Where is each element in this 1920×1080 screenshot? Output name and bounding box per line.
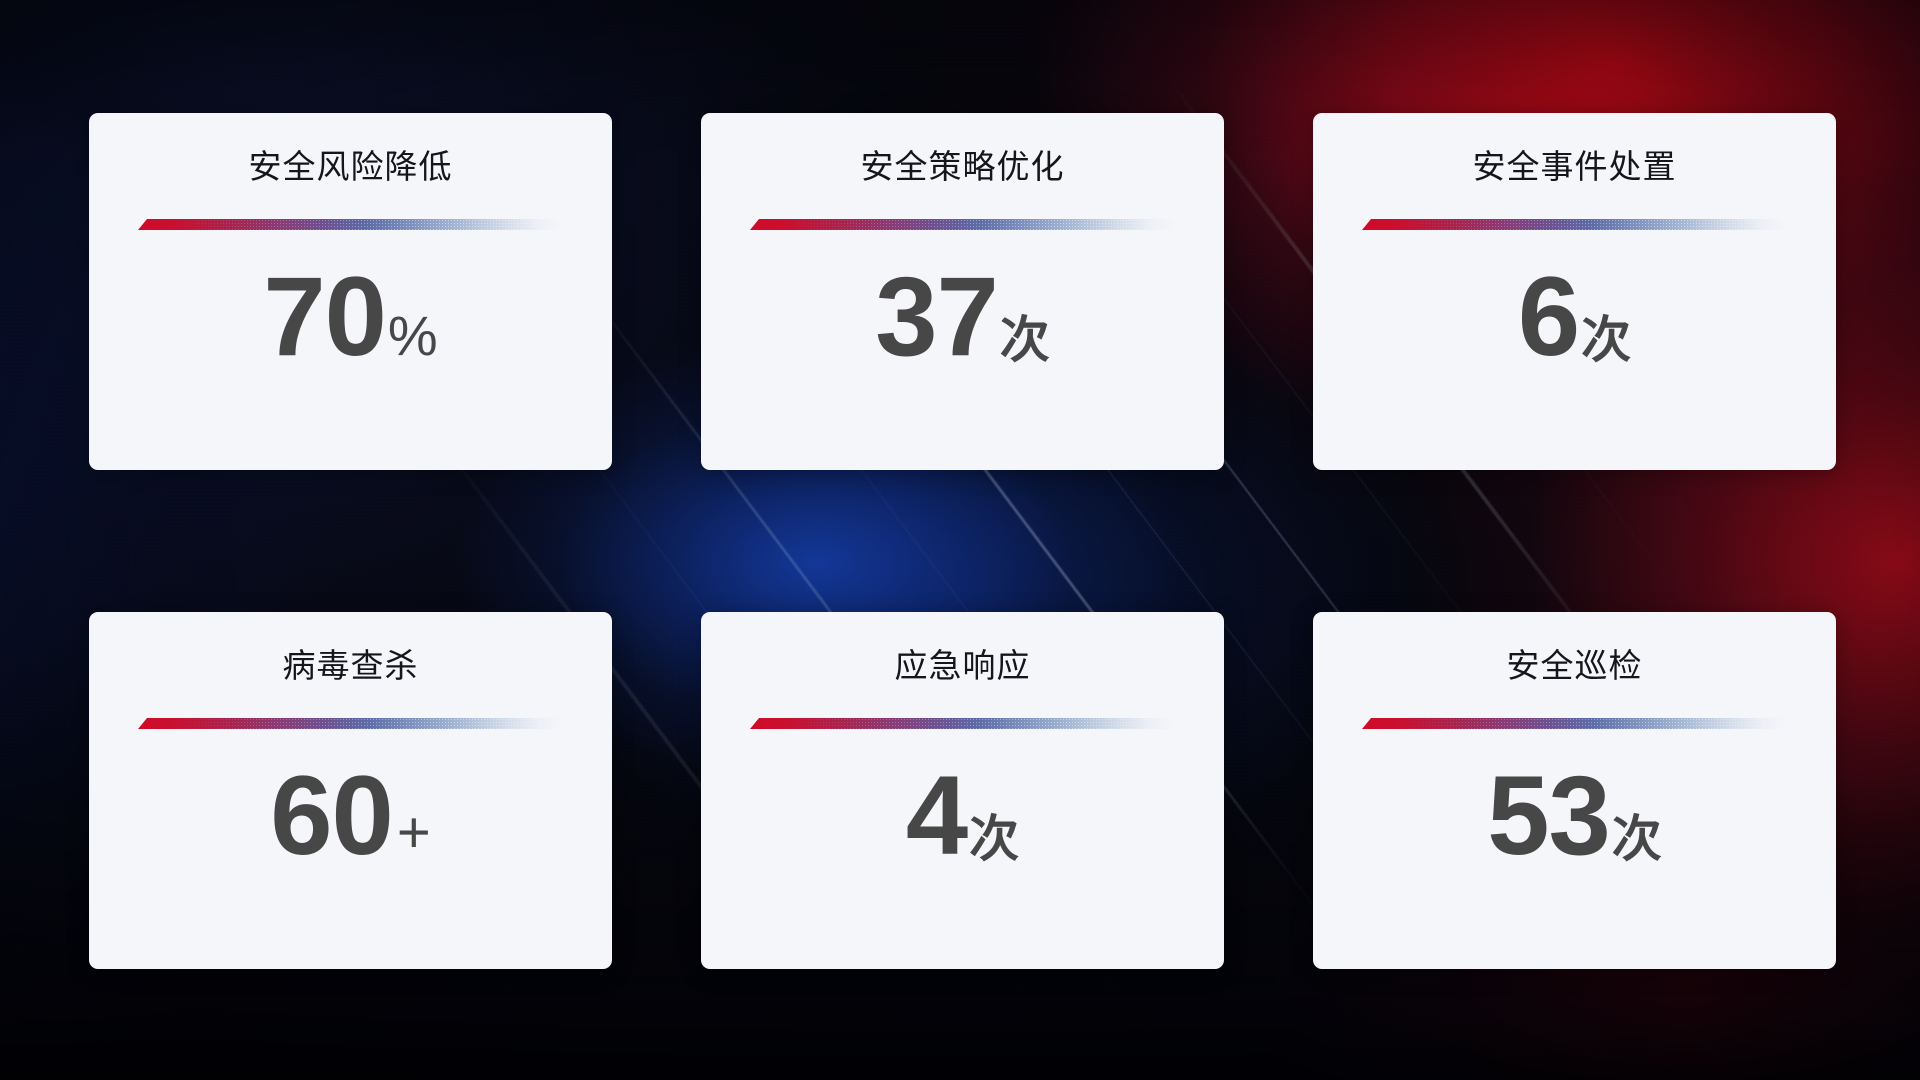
divider-halftone-overlay [138, 219, 563, 230]
metric-card-divider [1362, 718, 1787, 730]
metric-value: 37 [875, 254, 999, 379]
metric-value: 53 [1487, 753, 1611, 878]
metric-card-title: 安全策略优化 [860, 148, 1065, 185]
divider-halftone-overlay [750, 718, 1175, 729]
metric-value-group: 4 次 [905, 753, 1020, 878]
metric-card-title: 安全风险降低 [248, 148, 453, 185]
metric-card[interactable]: 安全巡检 53 次 [1313, 612, 1836, 969]
metric-value-group: 70 % [263, 254, 438, 379]
metric-card[interactable]: 病毒查杀 60 + [89, 612, 612, 969]
metric-card-divider [750, 718, 1175, 730]
metric-card-title: 安全巡检 [1506, 647, 1643, 684]
divider-halftone-overlay [1362, 219, 1787, 230]
metric-suffix: 次 [1611, 811, 1662, 867]
metric-value: 60 [270, 753, 394, 878]
divider-halftone-overlay [1362, 718, 1787, 729]
divider-halftone-overlay [138, 718, 563, 729]
metric-value: 70 [263, 254, 387, 379]
metric-card-divider [138, 219, 563, 231]
metric-card-title: 应急响应 [894, 647, 1031, 684]
metric-value: 6 [1517, 254, 1580, 379]
divider-halftone-overlay [750, 219, 1175, 230]
metric-suffix: 次 [969, 811, 1020, 867]
metric-value-group: 6 次 [1517, 254, 1632, 379]
metric-card-divider [138, 718, 563, 730]
metric-value-group: 37 次 [875, 254, 1050, 379]
metric-suffix: + [396, 800, 431, 865]
metric-value-group: 60 + [270, 753, 431, 878]
metric-card-title: 病毒查杀 [282, 647, 419, 684]
metric-card[interactable]: 应急响应 4 次 [701, 612, 1224, 969]
metric-card[interactable]: 安全风险降低 70 % [89, 113, 612, 470]
metric-value: 4 [905, 753, 968, 878]
metric-card[interactable]: 安全策略优化 37 次 [701, 113, 1224, 470]
metric-card[interactable]: 安全事件处置 6 次 [1313, 113, 1836, 470]
metric-card-divider [750, 219, 1175, 231]
metric-card-divider [1362, 219, 1787, 231]
metric-card-grid: 安全风险降低 70 % 安全策略优化 37 次 安全事件处置 [89, 113, 1836, 969]
metric-suffix: 次 [999, 312, 1050, 368]
metric-suffix: 次 [1581, 312, 1632, 368]
metric-suffix: % [387, 304, 438, 367]
metric-card-title: 安全事件处置 [1472, 148, 1677, 185]
metric-value-group: 53 次 [1487, 753, 1662, 878]
